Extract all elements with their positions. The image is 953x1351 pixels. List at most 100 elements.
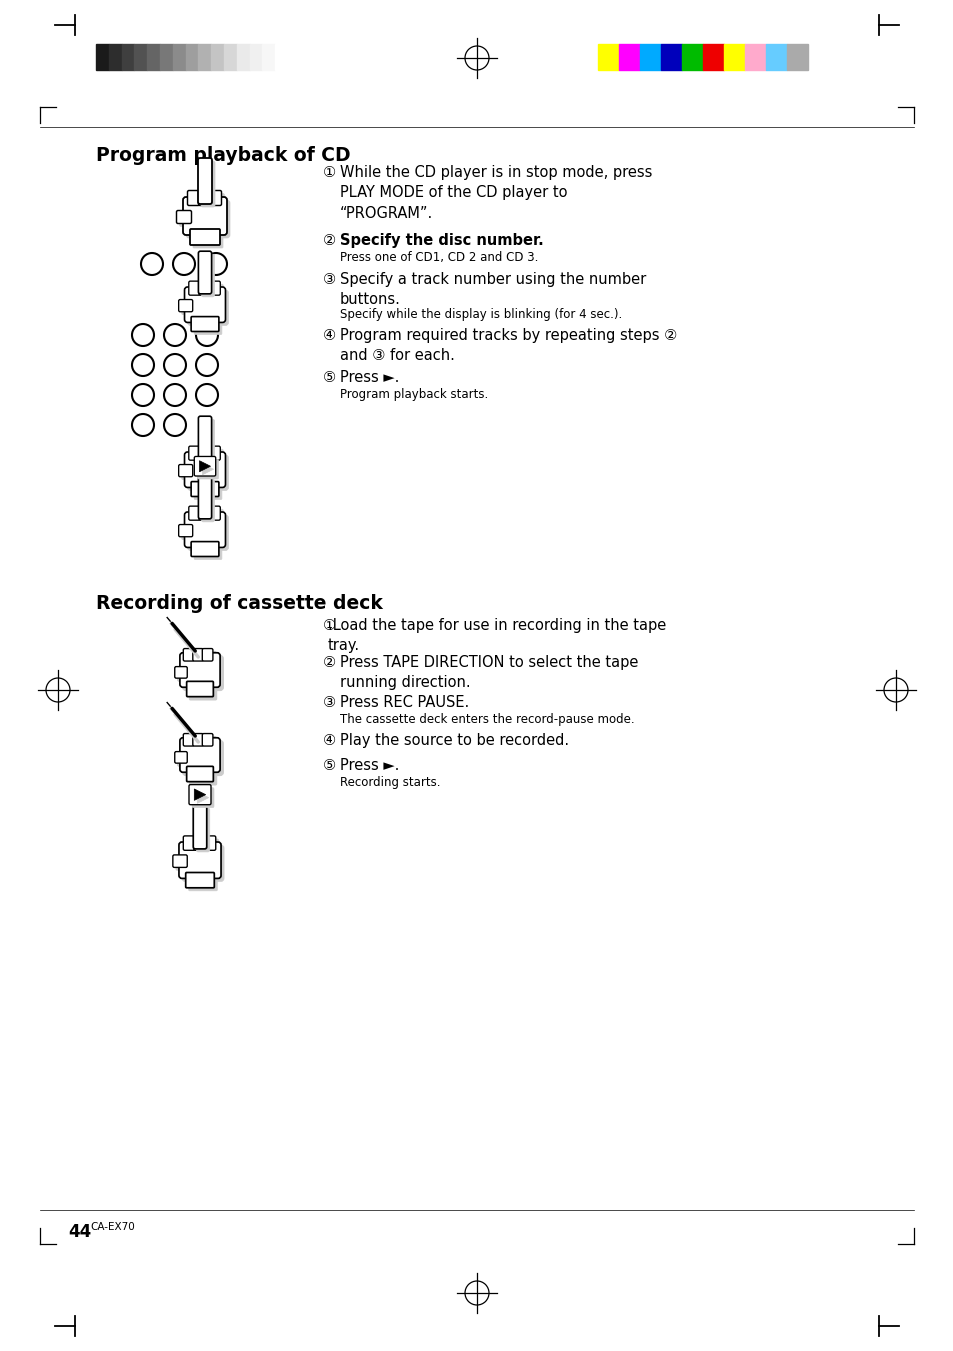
Bar	[660, 45, 681, 70]
FancyBboxPatch shape	[191, 481, 218, 496]
FancyBboxPatch shape	[182, 844, 224, 881]
Text: ②: ②	[323, 232, 335, 249]
FancyBboxPatch shape	[184, 512, 225, 547]
FancyBboxPatch shape	[198, 281, 210, 295]
Text: 44: 44	[68, 1223, 91, 1242]
FancyBboxPatch shape	[198, 158, 212, 204]
FancyBboxPatch shape	[187, 681, 213, 697]
FancyBboxPatch shape	[184, 453, 225, 488]
FancyBboxPatch shape	[189, 281, 200, 295]
FancyBboxPatch shape	[198, 476, 212, 519]
Text: .Load the tape for use in recording in the tape
tray.: .Load the tape for use in recording in t…	[328, 617, 665, 654]
Text: ③: ③	[323, 694, 335, 711]
FancyBboxPatch shape	[198, 251, 212, 293]
Text: Program playback starts.: Program playback starts.	[339, 388, 488, 401]
FancyBboxPatch shape	[189, 875, 217, 890]
FancyBboxPatch shape	[210, 190, 221, 205]
FancyBboxPatch shape	[202, 449, 213, 463]
FancyBboxPatch shape	[181, 467, 195, 480]
FancyBboxPatch shape	[192, 788, 213, 808]
FancyBboxPatch shape	[190, 769, 216, 785]
Polygon shape	[194, 789, 206, 800]
FancyBboxPatch shape	[191, 193, 202, 208]
FancyBboxPatch shape	[180, 738, 220, 773]
FancyBboxPatch shape	[201, 480, 214, 521]
FancyBboxPatch shape	[202, 734, 213, 746]
FancyBboxPatch shape	[193, 544, 222, 559]
FancyBboxPatch shape	[193, 320, 222, 335]
FancyBboxPatch shape	[212, 284, 223, 299]
Bar	[147, 45, 160, 70]
FancyBboxPatch shape	[188, 455, 228, 490]
FancyBboxPatch shape	[174, 666, 187, 678]
FancyBboxPatch shape	[183, 648, 193, 661]
Bar	[765, 45, 786, 70]
FancyBboxPatch shape	[180, 653, 220, 688]
FancyBboxPatch shape	[202, 509, 213, 523]
Bar	[681, 45, 702, 70]
Bar	[786, 45, 807, 70]
FancyBboxPatch shape	[196, 839, 208, 854]
FancyBboxPatch shape	[178, 300, 193, 312]
FancyBboxPatch shape	[178, 524, 193, 536]
Bar	[172, 45, 186, 70]
FancyBboxPatch shape	[174, 751, 187, 763]
FancyBboxPatch shape	[201, 193, 213, 208]
Text: Program playback of CD: Program playback of CD	[96, 146, 351, 165]
FancyBboxPatch shape	[189, 446, 200, 461]
Bar	[744, 45, 765, 70]
FancyBboxPatch shape	[186, 651, 196, 665]
FancyBboxPatch shape	[198, 190, 211, 205]
FancyBboxPatch shape	[193, 805, 207, 848]
FancyBboxPatch shape	[186, 839, 197, 854]
FancyBboxPatch shape	[183, 197, 227, 235]
FancyBboxPatch shape	[204, 836, 215, 850]
Text: ③: ③	[323, 272, 335, 286]
FancyBboxPatch shape	[201, 161, 214, 207]
Polygon shape	[202, 463, 213, 474]
Text: ④: ④	[323, 328, 335, 343]
Bar	[702, 45, 723, 70]
FancyBboxPatch shape	[188, 515, 228, 550]
FancyBboxPatch shape	[188, 290, 228, 326]
Bar	[109, 45, 121, 70]
FancyBboxPatch shape	[189, 507, 200, 520]
Text: ④: ④	[323, 734, 335, 748]
FancyBboxPatch shape	[202, 284, 213, 299]
FancyBboxPatch shape	[178, 465, 193, 477]
Bar	[224, 45, 236, 70]
Polygon shape	[197, 792, 209, 804]
FancyBboxPatch shape	[209, 507, 220, 520]
FancyBboxPatch shape	[209, 281, 220, 295]
Bar	[639, 45, 660, 70]
FancyBboxPatch shape	[186, 873, 214, 888]
FancyBboxPatch shape	[179, 842, 221, 878]
Text: The cassette deck enters the record-pause mode.: The cassette deck enters the record-paus…	[339, 713, 634, 725]
FancyBboxPatch shape	[188, 190, 199, 205]
FancyBboxPatch shape	[183, 655, 223, 690]
Text: Recording of cassette deck: Recording of cassette deck	[96, 594, 382, 613]
FancyBboxPatch shape	[205, 651, 215, 665]
FancyBboxPatch shape	[176, 211, 192, 223]
FancyBboxPatch shape	[194, 457, 215, 476]
FancyBboxPatch shape	[192, 284, 203, 299]
FancyBboxPatch shape	[197, 459, 218, 480]
Text: Specify the disc number.: Specify the disc number.	[339, 232, 543, 249]
FancyBboxPatch shape	[202, 648, 213, 661]
FancyBboxPatch shape	[191, 316, 218, 331]
Text: While the CD player is in stop mode, press
PLAY MODE of the CD player to
“PROGRA: While the CD player is in stop mode, pre…	[339, 165, 652, 220]
FancyBboxPatch shape	[207, 839, 218, 854]
FancyBboxPatch shape	[190, 230, 220, 245]
Text: Press ►.: Press ►.	[339, 370, 399, 385]
FancyBboxPatch shape	[212, 509, 223, 523]
FancyBboxPatch shape	[187, 766, 213, 782]
Bar	[121, 45, 134, 70]
FancyBboxPatch shape	[213, 193, 224, 208]
Text: Play the source to be recorded.: Play the source to be recorded.	[339, 734, 569, 748]
Bar	[198, 45, 211, 70]
Text: ①: ①	[323, 617, 335, 634]
FancyBboxPatch shape	[192, 449, 203, 463]
Bar	[262, 45, 274, 70]
FancyBboxPatch shape	[183, 836, 194, 850]
FancyBboxPatch shape	[193, 836, 205, 850]
